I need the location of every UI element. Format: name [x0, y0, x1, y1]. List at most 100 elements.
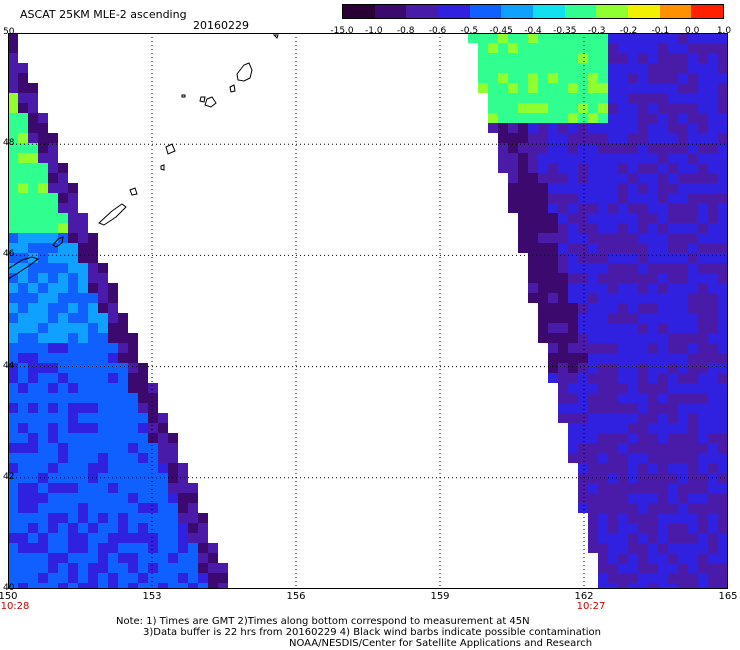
- swath-pixel: [508, 123, 518, 133]
- swath-pixel: [38, 223, 48, 233]
- swath-pixel: [548, 283, 558, 293]
- swath-pixel: [558, 373, 568, 383]
- swath-pixel: [638, 273, 648, 283]
- swath-pixel: [178, 523, 188, 533]
- swath-pixel: [118, 573, 128, 583]
- swath-pixel: [608, 203, 618, 213]
- swath-pixel: [688, 43, 698, 53]
- swath-pixel: [708, 543, 718, 553]
- swath-pixel: [708, 123, 718, 133]
- swath-pixel: [118, 473, 128, 483]
- swath-pixel: [28, 483, 38, 493]
- swath-pixel: [658, 483, 668, 493]
- swath-pixel: [468, 33, 478, 43]
- swath-pixel: [628, 533, 638, 543]
- swath-pixel: [698, 503, 708, 513]
- swath-pixel: [28, 183, 38, 193]
- swath-pixel: [578, 493, 588, 503]
- swath-pixel: [598, 443, 608, 453]
- swath-pixel: [478, 83, 488, 93]
- swath-pixel: [708, 53, 718, 63]
- swath-pixel: [648, 273, 658, 283]
- swath-pixel: [648, 363, 658, 373]
- swath-pixel: [598, 143, 608, 153]
- swath-pixel: [648, 343, 658, 353]
- swath-pixel: [198, 573, 208, 583]
- right-swath: [468, 33, 728, 589]
- swath-pixel: [658, 63, 668, 73]
- swath-pixel: [38, 583, 48, 589]
- swath-pixel: [668, 53, 678, 63]
- swath-pixel: [638, 253, 648, 263]
- swath-pixel: [608, 583, 618, 589]
- swath-pixel: [38, 153, 48, 163]
- swath-pixel: [18, 483, 28, 493]
- swath-pixel: [558, 323, 568, 333]
- swath-pixel: [88, 443, 98, 453]
- swath-pixel: [68, 233, 78, 243]
- swath-pixel: [608, 43, 618, 53]
- swath-pixel: [578, 163, 588, 173]
- swath-pixel: [568, 293, 578, 303]
- swath-pixel: [118, 543, 128, 553]
- swath-pixel: [598, 503, 608, 513]
- swath-pixel: [48, 413, 58, 423]
- swath-pixel: [538, 303, 548, 313]
- swath-pixel: [548, 193, 558, 203]
- swath-pixel: [618, 133, 628, 143]
- swath-pixel: [518, 233, 528, 243]
- swath-pixel: [618, 173, 628, 183]
- swath-pixel: [638, 43, 648, 53]
- swath-pixel: [698, 563, 708, 573]
- swath-pixel: [18, 243, 28, 253]
- swath-pixel: [718, 483, 728, 493]
- swath-pixel: [58, 283, 68, 293]
- swath-pixel: [598, 163, 608, 173]
- swath-pixel: [688, 83, 698, 93]
- swath-pixel: [718, 583, 728, 589]
- swath-pixel: [618, 163, 628, 173]
- swath-pixel: [78, 433, 88, 443]
- swath-pixel: [98, 493, 108, 503]
- swath-pixel: [668, 303, 678, 313]
- swath-pixel: [678, 583, 688, 589]
- swath-pixel: [638, 113, 648, 123]
- swath-pixel: [648, 543, 658, 553]
- swath-pixel: [18, 273, 28, 283]
- color-scale-label: -0.2: [619, 26, 638, 36]
- swath-pixel: [588, 303, 598, 313]
- swath-pixel: [38, 283, 48, 293]
- swath-pixel: [88, 463, 98, 473]
- swath-pixel: [568, 423, 578, 433]
- swath-pixel: [698, 243, 708, 253]
- swath-pixel: [578, 203, 588, 213]
- swath-pixel: [638, 153, 648, 163]
- swath-pixel: [678, 73, 688, 83]
- swath-pixel: [658, 233, 668, 243]
- swath-pixel: [548, 273, 558, 283]
- swath-pixel: [618, 313, 628, 323]
- swath-pixel: [28, 463, 38, 473]
- swath-pixel: [718, 413, 728, 423]
- swath-pixel: [508, 93, 518, 103]
- swath-pixel: [698, 543, 708, 553]
- swath-pixel: [498, 73, 508, 83]
- swath-pixel: [648, 413, 658, 423]
- swath-pixel: [78, 333, 88, 343]
- swath-pixel: [578, 383, 588, 393]
- swath-pixel: [688, 223, 698, 233]
- swath-pixel: [678, 143, 688, 153]
- swath-pixel: [568, 103, 578, 113]
- swath-pixel: [608, 573, 618, 583]
- swath-pixel: [78, 563, 88, 573]
- swath-pixel: [528, 73, 538, 83]
- swath-pixel: [18, 313, 28, 323]
- swath-pixel: [128, 423, 138, 433]
- swath-pixel: [68, 513, 78, 523]
- swath-pixel: [108, 453, 118, 463]
- swath-pixel: [598, 483, 608, 493]
- swath-pixel: [688, 503, 698, 513]
- island: [199, 96, 206, 103]
- swath-pixel: [598, 113, 608, 123]
- swath-pixel: [8, 43, 18, 53]
